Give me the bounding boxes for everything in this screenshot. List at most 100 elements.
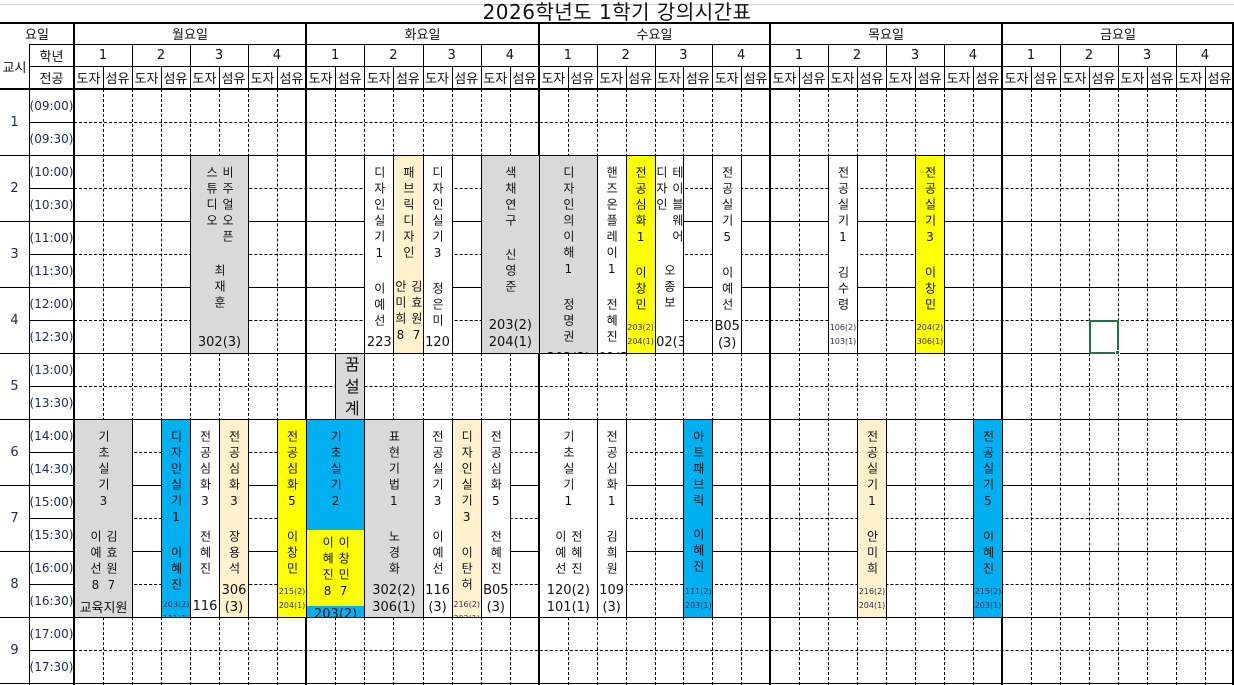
- major-header[interactable]: 섬유: [1033, 72, 1058, 87]
- class-name: 전공실기1: [865, 430, 879, 512]
- class-block[interactable]: 디자인실기3 정은미 120 (3): [422, 155, 453, 354]
- major-header[interactable]: 섬유: [628, 72, 653, 87]
- class-block[interactable]: 전공심화5 전혜진 B05 (3): [480, 419, 511, 618]
- grade-header[interactable]: 2: [1084, 47, 1094, 63]
- major-header[interactable]: 도자: [366, 72, 391, 87]
- major-header[interactable]: 섬유: [221, 72, 246, 87]
- major-header[interactable]: 섬유: [685, 72, 710, 87]
- major-header[interactable]: 섬유: [743, 72, 768, 87]
- class-block[interactable]: 디자인실기3 이탄허 216(2) 302(1): [451, 419, 482, 618]
- class-name: 전공심화5: [285, 430, 299, 512]
- major-header[interactable]: 섬유: [1207, 72, 1232, 87]
- class-block[interactable]: 기초실기2 이창민7 이혜진8 203(2) 204(1): [306, 419, 366, 618]
- major-header[interactable]: 도자: [888, 72, 913, 87]
- class-block[interactable]: 전공실기1 안미희 216(2) 204(1): [857, 419, 887, 618]
- major-header[interactable]: 도자: [714, 72, 739, 87]
- major-header[interactable]: 섬유: [917, 72, 942, 87]
- major-header[interactable]: 섬유: [859, 72, 884, 87]
- selected-cell[interactable]: [1089, 320, 1119, 354]
- grade-header[interactable]: 4: [968, 47, 978, 63]
- class-block[interactable]: 전공심화3 장용석 306 (3): [219, 419, 249, 618]
- class-block[interactable]: 비주얼오픈 스튜디오 최재훈 302(3): [190, 155, 249, 354]
- grade-header[interactable]: 4: [272, 47, 282, 63]
- class-block[interactable]: 전공실기1 김수령 106(2) 103(1): [828, 155, 858, 354]
- major-header[interactable]: 섬유: [1149, 72, 1174, 87]
- grade-header[interactable]: 3: [910, 47, 920, 63]
- grade-header[interactable]: 4: [1200, 47, 1210, 63]
- major-header[interactable]: 도자: [425, 72, 450, 87]
- room-number: 116 (3): [425, 583, 450, 615]
- fill-handle[interactable]: [1115, 350, 1120, 355]
- major-header[interactable]: 도자: [1178, 72, 1203, 87]
- class-block[interactable]: 전공심화1 김희원 109 (3): [596, 419, 627, 618]
- grade-header[interactable]: 1: [1026, 47, 1036, 63]
- grade-header[interactable]: 1: [330, 47, 340, 63]
- grade-header[interactable]: 3: [679, 47, 688, 63]
- major-header[interactable]: 섬유: [337, 72, 362, 87]
- class-block[interactable]: 디자인실기1 이혜진 203(2) 111(1): [161, 419, 191, 618]
- major-header[interactable]: 도자: [599, 72, 624, 87]
- class-block[interactable]: 표현기법1 노경화 302(2) 306(1): [364, 419, 424, 618]
- grade-header[interactable]: 2: [621, 47, 630, 63]
- teacher-name: 전혜진: [604, 298, 619, 346]
- major-header[interactable]: 도자: [656, 72, 681, 87]
- grade-header[interactable]: 3: [214, 47, 224, 63]
- major-header[interactable]: 도자: [134, 72, 159, 87]
- major-header[interactable]: 섬유: [163, 72, 188, 87]
- grade-header[interactable]: 3: [1142, 47, 1152, 63]
- class-block[interactable]: 디자인의이해1 정명권 302(3): [539, 155, 598, 354]
- class-block[interactable]: 기초실기3 김효원7 이예선8 교육지원 223(3): [74, 419, 133, 618]
- major-header[interactable]: 도자: [772, 72, 797, 87]
- major-header[interactable]: 도자: [1062, 72, 1087, 87]
- class-block[interactable]: 디자인실기1 이예선 223 (3): [364, 155, 395, 354]
- grade-header[interactable]: 3: [447, 47, 456, 63]
- major-header[interactable]: 도자: [308, 72, 333, 87]
- grade-header[interactable]: 1: [98, 47, 108, 63]
- major-header[interactable]: 섬유: [512, 72, 537, 87]
- major-header[interactable]: 섬유: [570, 72, 595, 87]
- major-header[interactable]: 도자: [830, 72, 855, 87]
- major-header[interactable]: 도자: [1004, 72, 1029, 87]
- day-header-3[interactable]: 수요일: [636, 27, 673, 43]
- class-block[interactable]: 꿈설계: [335, 353, 366, 420]
- class-block[interactable]: 전공실기5 이혜진 215(2) 203(1): [973, 419, 1003, 618]
- day-header-2[interactable]: 화요일: [404, 27, 441, 43]
- class-block[interactable]: 아트패브릭 이혜진 111(2) 203(1): [683, 419, 714, 618]
- major-header[interactable]: 섬유: [279, 72, 304, 87]
- major-header[interactable]: 도자: [250, 72, 275, 87]
- major-header[interactable]: 도자: [192, 72, 217, 87]
- grade-header[interactable]: 1: [794, 47, 804, 63]
- day-header-1[interactable]: 월요일: [172, 27, 208, 43]
- day-header-4[interactable]: 목요일: [868, 27, 904, 43]
- major-header[interactable]: 도자: [946, 72, 971, 87]
- class-block[interactable]: 기초실기1 전혜진 이예선 120(2) 101(1): [539, 419, 598, 618]
- class-block[interactable]: 전공심화5 이창민 215(2) 204(1): [277, 419, 307, 618]
- major-header[interactable]: 섬유: [395, 72, 420, 87]
- grade-header[interactable]: 2: [389, 47, 398, 63]
- major-header[interactable]: 도자: [1120, 72, 1145, 87]
- class-block[interactable]: 전공실기5 이예선 B05 (3): [712, 155, 743, 354]
- day-header-5[interactable]: 금요일: [1100, 27, 1136, 43]
- grade-header[interactable]: 2: [156, 47, 166, 63]
- major-header[interactable]: 섬유: [1091, 72, 1116, 87]
- major-header[interactable]: 섬유: [105, 72, 130, 87]
- class-block[interactable]: 색채연구 신영준 203(2) 204(1): [480, 155, 540, 354]
- class-block[interactable]: 전공심화3 전혜진 116: [190, 419, 220, 618]
- class-block[interactable]: 전공실기3 이창민 204(2) 306(1): [915, 155, 945, 354]
- grid-line: [277, 89, 278, 685]
- class-block[interactable]: 전공실기3 이예선 116 (3): [422, 419, 453, 618]
- major-header[interactable]: 도자: [76, 72, 101, 87]
- class-block[interactable]: 전공심화1 이창민 203(2) 204(1): [625, 155, 656, 354]
- major-header[interactable]: 섬유: [801, 72, 826, 87]
- major-header[interactable]: 도자: [541, 72, 566, 87]
- grade-header[interactable]: 4: [505, 47, 515, 63]
- grade-header[interactable]: 4: [736, 47, 746, 63]
- major-header[interactable]: 섬유: [975, 72, 1000, 87]
- major-header[interactable]: 도자: [483, 72, 508, 87]
- class-block[interactable]: 핸즈온플레이1 전혜진 101(3): [596, 155, 627, 354]
- grade-header[interactable]: 2: [852, 47, 862, 63]
- grade-header[interactable]: 1: [563, 47, 573, 63]
- major-header[interactable]: 섬유: [454, 72, 479, 87]
